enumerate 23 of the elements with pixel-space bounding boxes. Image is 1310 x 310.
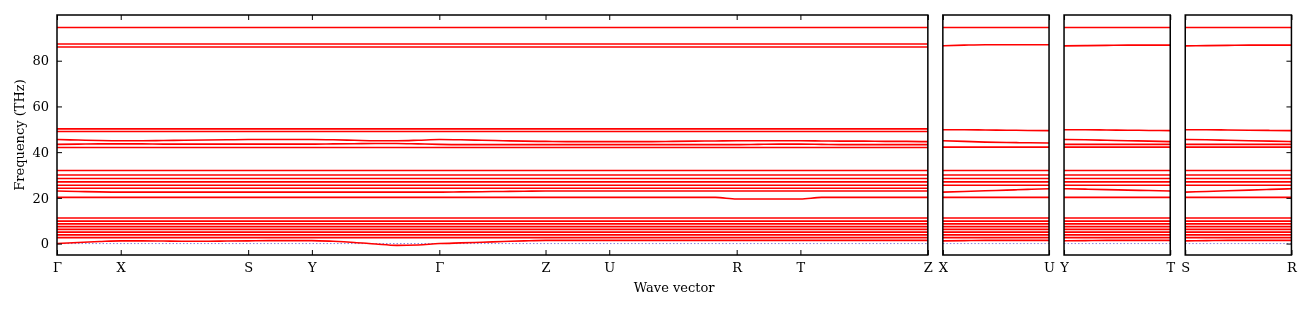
x-tick-label: Y	[307, 260, 318, 276]
y-tick-label: 60	[32, 99, 49, 115]
y-tick-label: 80	[32, 53, 49, 69]
x-tick-label: X	[116, 260, 127, 276]
x-tick-label: X	[938, 260, 949, 276]
x-tick-label: U	[1044, 260, 1056, 276]
x-tick-label: S	[244, 260, 254, 276]
x-tick-label: Γ	[52, 260, 63, 276]
x-axis-title: Wave vector	[633, 280, 716, 295]
x-tick-label: R	[732, 260, 744, 276]
x-tick-label: Y	[1059, 260, 1070, 276]
y-tick-label: 40	[32, 144, 49, 160]
x-tick-label: S	[1181, 260, 1191, 276]
x-tick-label: Γ	[435, 260, 445, 276]
x-tick-label: Z	[541, 260, 551, 276]
x-tick-label: T	[1166, 260, 1176, 276]
y-tick-label: 20	[32, 190, 49, 206]
y-axis-title: Frequency (THz)	[12, 79, 27, 191]
y-tick-label: 0	[40, 236, 49, 252]
x-tick-label: U	[604, 260, 616, 276]
x-tick-label: Z	[923, 260, 933, 276]
x-tick-label: T	[796, 260, 806, 276]
x-tick-label: R	[1287, 260, 1299, 276]
